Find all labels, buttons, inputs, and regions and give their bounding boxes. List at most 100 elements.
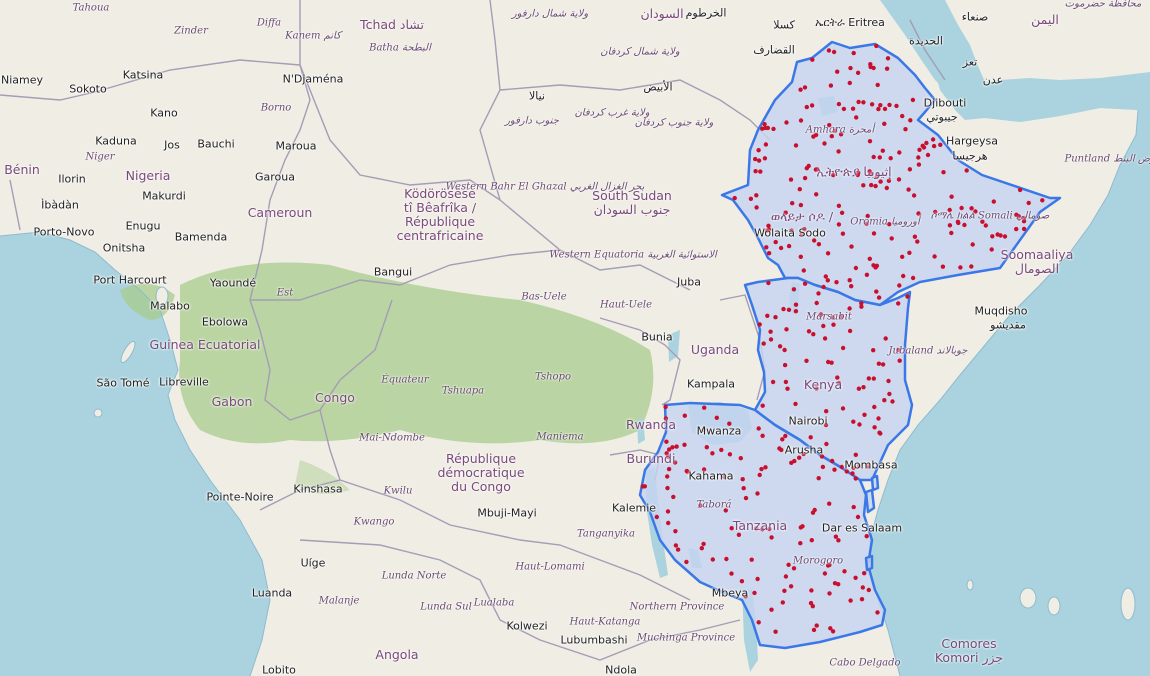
observation-point[interactable] xyxy=(915,239,920,244)
observation-point[interactable] xyxy=(1021,215,1027,221)
observation-point[interactable] xyxy=(701,541,706,547)
observation-point[interactable] xyxy=(823,274,828,279)
observation-point[interactable] xyxy=(770,379,776,385)
observation-point[interactable] xyxy=(890,399,895,404)
observation-point[interactable] xyxy=(873,183,878,189)
observation-point[interactable] xyxy=(874,289,879,294)
observation-point[interactable] xyxy=(836,222,842,227)
observation-point[interactable] xyxy=(912,234,918,239)
observation-point[interactable] xyxy=(760,527,765,532)
observation-point[interactable] xyxy=(798,202,804,208)
observation-point[interactable] xyxy=(882,106,888,112)
observation-point[interactable] xyxy=(829,360,834,365)
observation-point[interactable] xyxy=(1014,226,1019,232)
observation-point[interactable] xyxy=(887,102,892,108)
observation-point[interactable] xyxy=(673,543,679,548)
observation-point[interactable] xyxy=(907,167,913,172)
observation-point[interactable] xyxy=(821,284,826,290)
observation-point[interactable] xyxy=(802,281,808,286)
observation-point[interactable] xyxy=(804,166,809,171)
observation-point[interactable] xyxy=(969,264,974,269)
observation-point[interactable] xyxy=(791,566,797,571)
observation-point[interactable] xyxy=(828,83,834,88)
observation-point[interactable] xyxy=(773,239,778,245)
observation-point[interactable] xyxy=(989,247,994,252)
observation-point[interactable] xyxy=(804,104,809,110)
observation-point[interactable] xyxy=(801,268,806,273)
observation-point[interactable] xyxy=(854,115,859,120)
observation-point[interactable] xyxy=(932,254,937,259)
observation-point[interactable] xyxy=(848,65,853,71)
observation-point[interactable] xyxy=(756,426,761,431)
observation-point[interactable] xyxy=(714,415,719,420)
observation-point[interactable] xyxy=(782,362,788,368)
observation-point[interactable] xyxy=(877,155,882,160)
observation-point[interactable] xyxy=(788,584,794,589)
observation-point[interactable] xyxy=(749,557,754,562)
observation-point[interactable] xyxy=(813,167,819,172)
observation-point[interactable] xyxy=(871,231,877,236)
observation-point[interactable] xyxy=(797,187,802,192)
observation-point[interactable] xyxy=(670,445,675,450)
observation-point[interactable] xyxy=(844,469,849,474)
observation-point[interactable] xyxy=(684,559,689,565)
observation-point[interactable] xyxy=(861,100,866,105)
observation-point[interactable] xyxy=(783,433,788,439)
observation-point[interactable] xyxy=(768,329,773,334)
observation-point[interactable] xyxy=(847,278,852,283)
observation-point[interactable] xyxy=(864,534,869,539)
observation-point[interactable] xyxy=(868,64,873,70)
observation-point[interactable] xyxy=(886,378,891,384)
observation-point[interactable] xyxy=(811,332,816,337)
observation-point[interactable] xyxy=(969,206,974,211)
observation-point[interactable] xyxy=(887,222,892,227)
observation-point[interactable] xyxy=(832,128,838,133)
observation-point[interactable] xyxy=(920,143,925,148)
observation-point[interactable] xyxy=(900,254,905,259)
observation-point[interactable] xyxy=(896,347,901,353)
observation-point[interactable] xyxy=(809,538,814,543)
observation-point[interactable] xyxy=(897,283,902,288)
observation-point[interactable] xyxy=(766,280,771,286)
observation-point[interactable] xyxy=(753,156,758,162)
observation-point[interactable] xyxy=(789,228,794,233)
observation-point[interactable] xyxy=(906,187,911,192)
observation-point[interactable] xyxy=(973,209,978,214)
observation-point[interactable] xyxy=(666,466,672,472)
observation-point[interactable] xyxy=(855,514,861,520)
observation-point[interactable] xyxy=(907,250,912,255)
observation-point[interactable] xyxy=(757,322,762,327)
observation-point[interactable] xyxy=(784,120,789,125)
observation-point[interactable] xyxy=(848,598,853,603)
observation-point[interactable] xyxy=(752,590,757,596)
observation-point[interactable] xyxy=(808,435,813,440)
observation-point[interactable] xyxy=(819,454,825,459)
observation-point[interactable] xyxy=(675,547,681,552)
observation-point[interactable] xyxy=(964,168,969,173)
observation-point[interactable] xyxy=(740,477,745,482)
observation-point[interactable] xyxy=(885,56,891,61)
observation-point[interactable] xyxy=(866,464,871,469)
observation-point[interactable] xyxy=(798,254,803,259)
observation-point[interactable] xyxy=(830,629,836,634)
observation-point[interactable] xyxy=(699,546,704,551)
observation-point[interactable] xyxy=(791,287,797,292)
observation-point[interactable] xyxy=(864,221,869,226)
observation-point[interactable] xyxy=(783,210,788,215)
observation-point[interactable] xyxy=(682,442,687,447)
observation-point[interactable] xyxy=(931,143,937,149)
observation-point[interactable] xyxy=(894,103,899,109)
observation-point[interactable] xyxy=(768,337,774,342)
observation-point[interactable] xyxy=(802,227,807,232)
observation-point[interactable] xyxy=(849,284,854,289)
observation-point[interactable] xyxy=(820,464,826,470)
observation-point[interactable] xyxy=(861,385,866,390)
observation-point[interactable] xyxy=(822,336,828,341)
observation-point[interactable] xyxy=(763,465,768,470)
observation-point[interactable] xyxy=(905,294,910,299)
observation-point[interactable] xyxy=(836,380,842,386)
observation-point[interactable] xyxy=(764,245,769,250)
observation-point[interactable] xyxy=(738,456,743,461)
observation-point[interactable] xyxy=(800,524,805,529)
